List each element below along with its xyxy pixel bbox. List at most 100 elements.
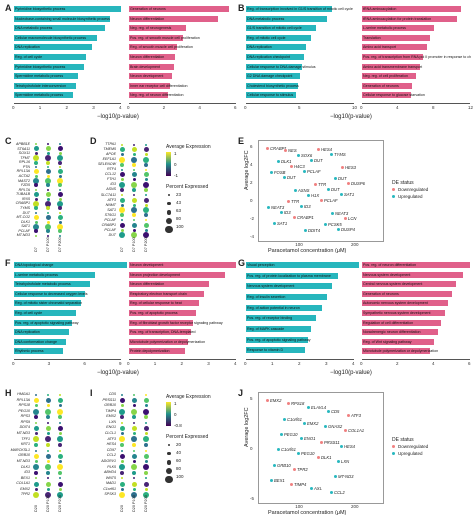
expression-dot [145, 168, 147, 171]
x-axis [129, 359, 236, 360]
bar-g-right [362, 262, 470, 268]
expression-dot [34, 460, 38, 464]
expression-dot [119, 222, 125, 228]
gene-label: HES4 [106, 442, 116, 447]
expression-dot [59, 234, 61, 237]
expression-dot [144, 178, 148, 182]
x-tick-label: 0 [12, 361, 15, 366]
gene-annotation: PCLAF [324, 198, 338, 203]
gene-label: TIMP4 [105, 408, 116, 413]
gene-label: FZD5 [21, 183, 30, 188]
expression-dot [120, 178, 124, 182]
data-point [307, 194, 310, 197]
bar-a-left [14, 92, 73, 99]
gene-annotation: AXL [314, 486, 322, 491]
bar-g-right [362, 338, 434, 345]
expression-dot [121, 477, 123, 480]
gene-annotation: CD5 [331, 409, 340, 414]
gene-label: TFF1 [21, 436, 30, 441]
gene-annotation: COL1A1 [348, 428, 365, 433]
bar-label: Nervous system development [363, 272, 411, 277]
expression-dot [143, 147, 149, 153]
x-tick-label: 6 [234, 105, 237, 110]
gene-annotation: C1orf61 [281, 447, 296, 452]
data-point [266, 147, 269, 150]
bar-g-right [362, 348, 431, 355]
gene-annotation: ATF3 [351, 413, 361, 418]
bar-label: Noradrenergic neuron differentiation [363, 330, 421, 335]
expression-dot [58, 443, 62, 447]
expression-dot [143, 436, 149, 443]
x-tick-label: 0 [127, 105, 130, 110]
bar-label: Pos. reg. of transcription from RNA pol … [363, 55, 471, 59]
expression-dot [33, 397, 39, 403]
gene-label: SOX11 [18, 151, 30, 156]
gene-annotation: TIMP4 [294, 482, 307, 487]
expression-dot [119, 181, 125, 188]
x-tick-label: 10 [352, 105, 358, 110]
expression-colorbar [166, 152, 171, 176]
expression-dot [57, 177, 63, 184]
bar-b-right [362, 25, 434, 32]
panel-letter-b: B [238, 3, 245, 13]
expression-dot [133, 393, 135, 396]
expression-dot [46, 220, 50, 224]
gene-label: ABHD4 [104, 470, 116, 475]
bar-b-right [362, 73, 416, 80]
gene-label: DUT [108, 232, 116, 237]
size-legend-label: 40 [176, 450, 182, 455]
data-point [327, 410, 330, 413]
x-axis [14, 359, 121, 360]
bar-g-left [246, 347, 306, 354]
panel-letter-g: G [238, 258, 246, 268]
expression-dot [121, 168, 123, 171]
expression-dot [33, 436, 39, 443]
expression-dot [34, 220, 38, 224]
expression-dot [133, 143, 135, 146]
gene-label: CRABP1 [101, 222, 116, 227]
expression-dot [45, 425, 51, 431]
data-point [283, 418, 286, 421]
expression-dot [121, 143, 123, 146]
bar-label: Pyrimidine biosynthetic process [15, 7, 66, 11]
bar-b-right [362, 34, 431, 41]
gene-annotation: EMX2 [270, 398, 282, 403]
expression-dot [47, 211, 49, 214]
gene-label: CCL2 [106, 453, 116, 458]
bar-label: Cholesterol biosynthetic process [247, 83, 299, 88]
expression-dot [57, 155, 63, 161]
gene-annotation: DUT [287, 175, 296, 180]
gene-label: NNMT [105, 202, 116, 207]
gene-annotation: CRABP1 [297, 215, 314, 220]
expression-dot [35, 477, 37, 480]
bar-a-left [14, 15, 111, 22]
expression-dot [144, 162, 148, 167]
expression-dot [131, 172, 137, 178]
bar-b-right [362, 82, 413, 89]
size-legend-dot [167, 202, 171, 206]
bar-label: Regulation of cell differentiation [363, 320, 414, 325]
colorbar-tick: 1 [174, 401, 177, 406]
expression-dot [133, 449, 135, 452]
expression-dot [33, 169, 39, 175]
bar-label: Neg. reg. of neurogenesis [130, 26, 172, 31]
scatter-e [258, 140, 384, 242]
y-tick-label: -4 [250, 234, 255, 239]
gene-label: ST6A11 [17, 146, 30, 151]
gene-annotation: LXN [341, 459, 350, 464]
x-axis [246, 103, 354, 104]
expression-dot [145, 449, 147, 452]
data-point [270, 479, 273, 482]
gene-label: ATF3 [107, 436, 116, 441]
gene-label: C1orf61 [103, 486, 116, 491]
expression-dot [57, 192, 63, 198]
gene-label: RPL13A [16, 397, 30, 402]
gene-label: MT-ND3 [16, 233, 30, 238]
expression-dot [131, 156, 137, 163]
bar-label: DNA conformation change [15, 339, 57, 344]
x-axis [246, 359, 354, 360]
expression-dot [120, 153, 124, 157]
expression-dot [120, 213, 124, 218]
panel-letter-a: A [5, 3, 12, 13]
x-tick-label: 3 [325, 361, 328, 366]
